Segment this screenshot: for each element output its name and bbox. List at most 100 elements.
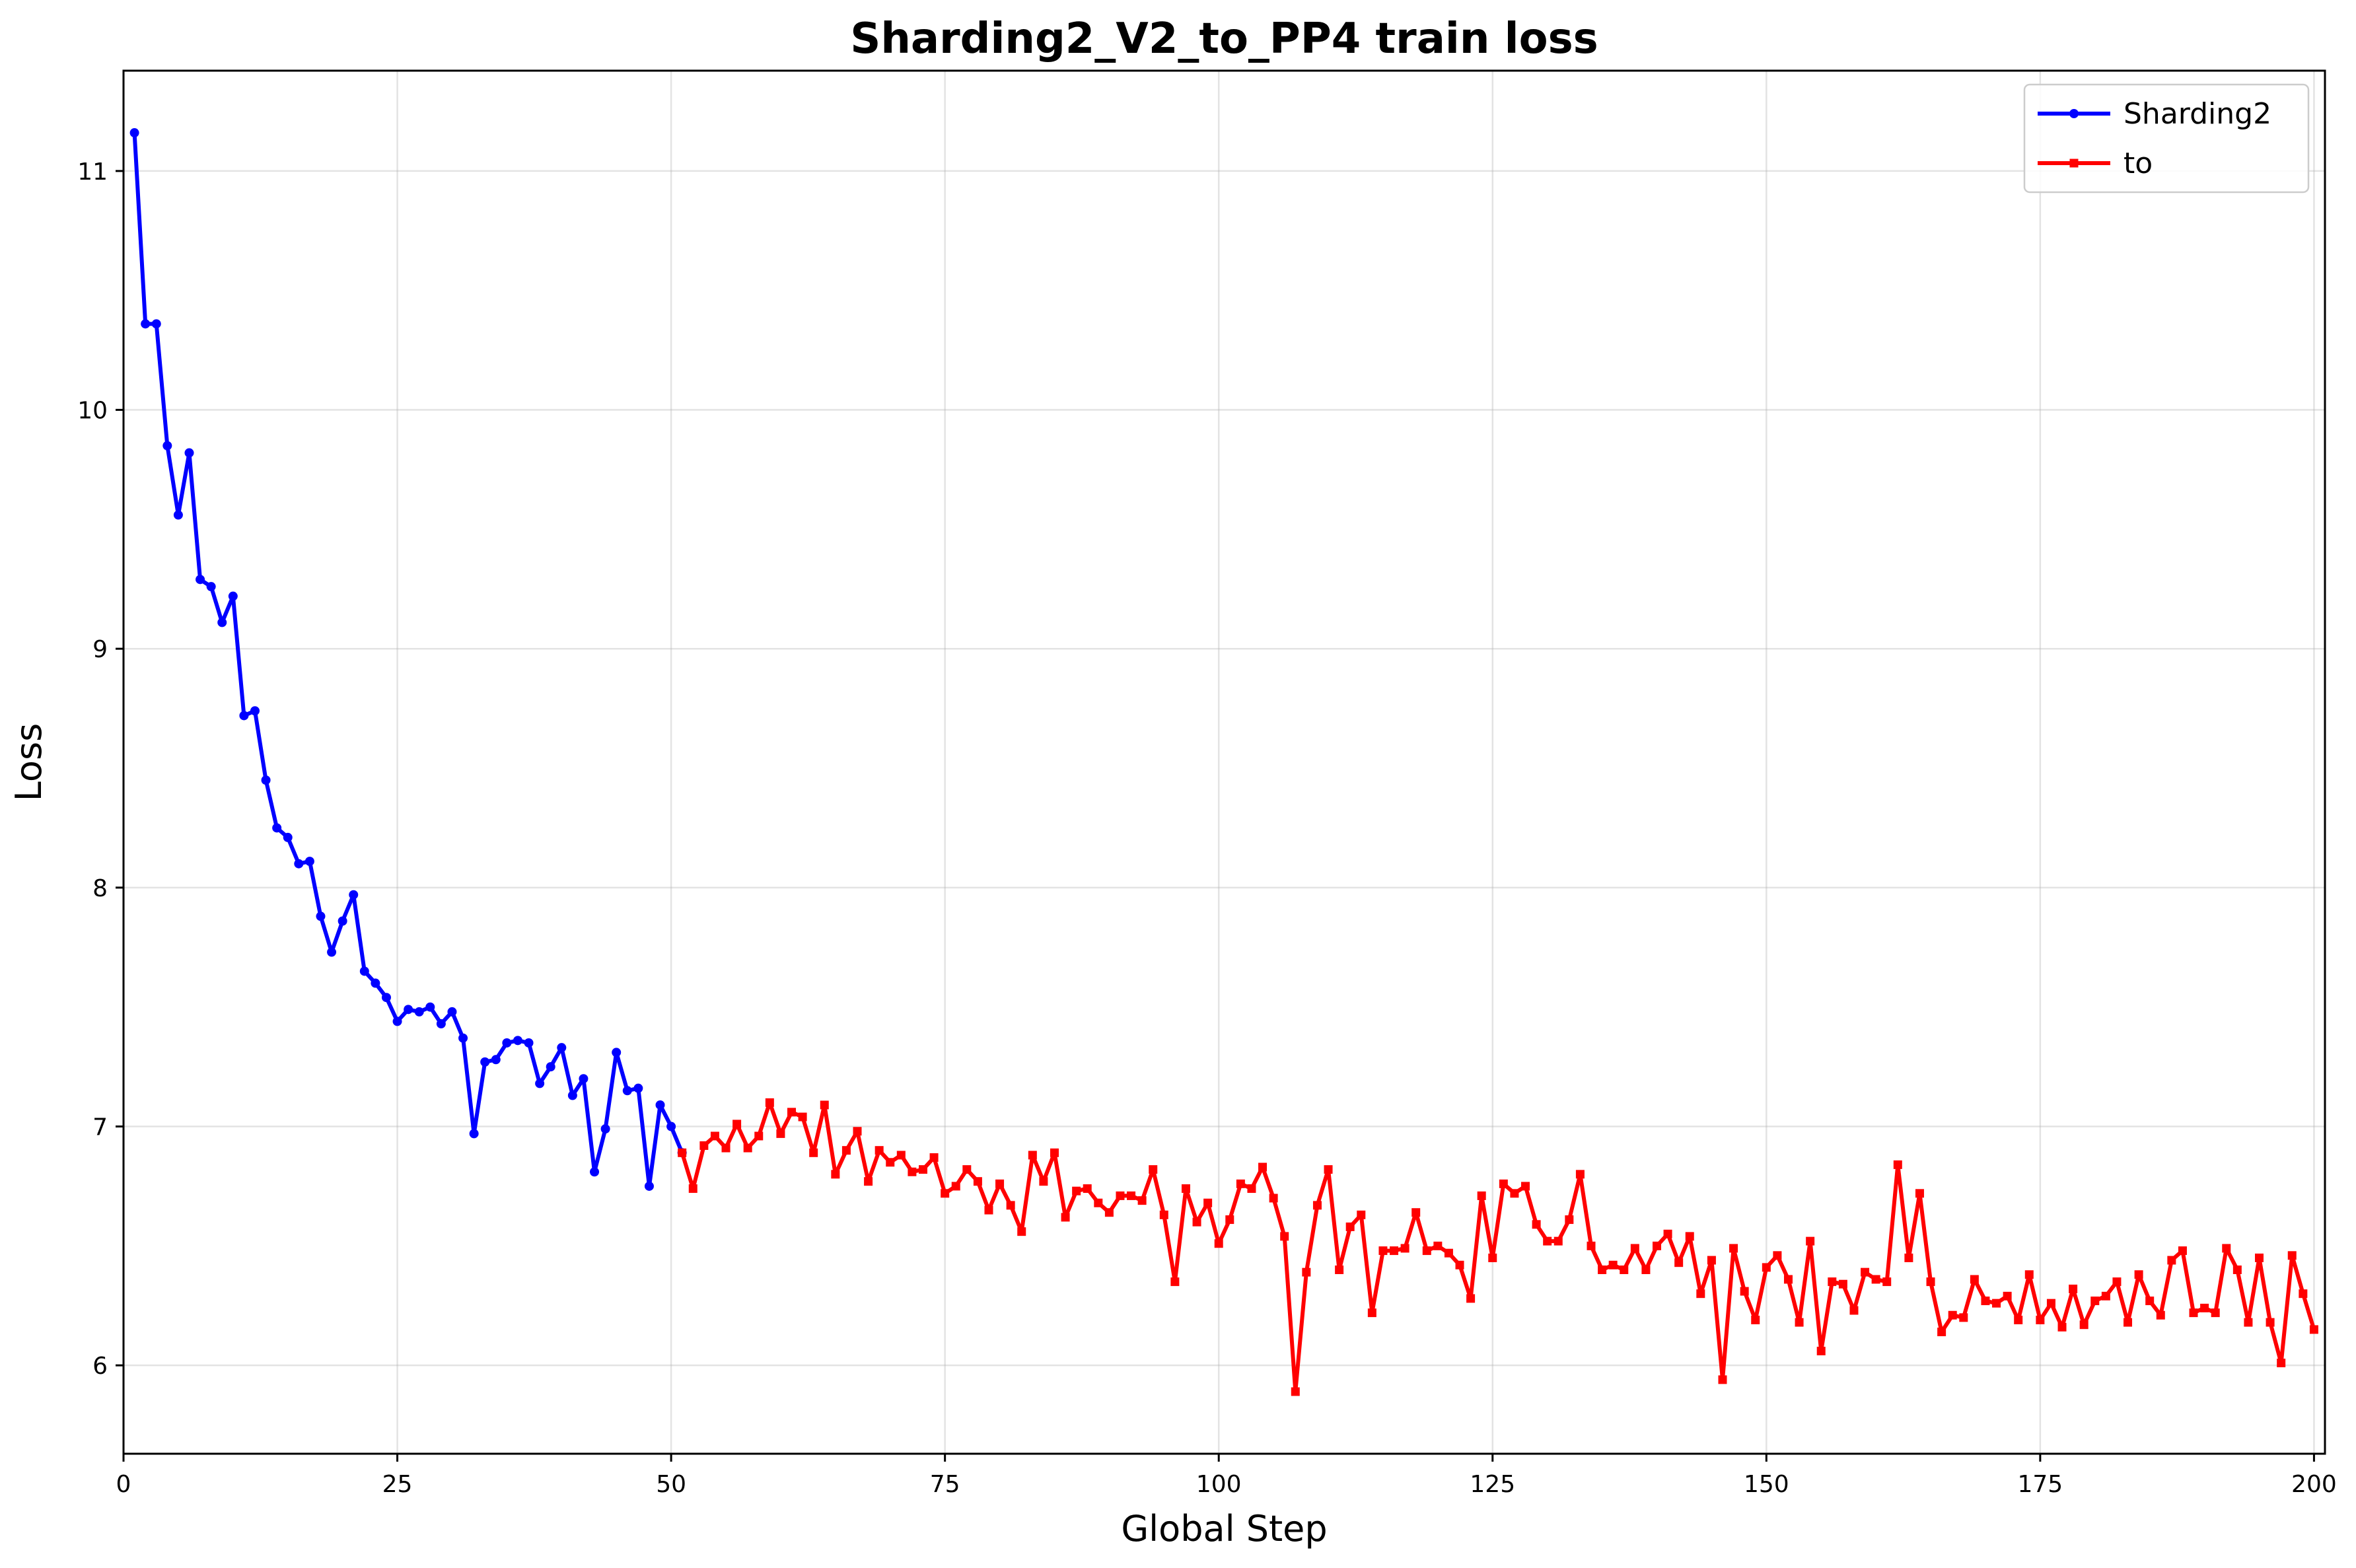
data-point — [655, 1100, 665, 1110]
data-point — [557, 1043, 567, 1053]
data-point — [294, 859, 304, 869]
data-point — [710, 1131, 719, 1141]
data-point — [283, 832, 293, 842]
data-point — [1816, 1346, 1826, 1355]
data-point — [1455, 1260, 1464, 1269]
data-point — [2277, 1359, 2286, 1368]
data-point — [1959, 1313, 1968, 1322]
data-point — [1499, 1179, 1508, 1188]
data-point — [1214, 1239, 1223, 1248]
y-tick-label: 8 — [92, 875, 108, 902]
data-point — [1620, 1265, 1629, 1275]
data-point — [1159, 1210, 1168, 1219]
data-point — [1017, 1227, 1026, 1236]
data-point — [1477, 1191, 1486, 1200]
data-point — [1411, 1208, 1421, 1217]
y-tick-label: 11 — [77, 159, 108, 186]
data-point — [1751, 1315, 1760, 1324]
data-point — [2178, 1246, 2187, 1256]
data-point — [918, 1165, 927, 1174]
data-point — [754, 1131, 764, 1141]
data-point — [1127, 1191, 1136, 1200]
x-tick-label: 50 — [656, 1471, 686, 1498]
data-point — [929, 1153, 939, 1162]
data-point — [2287, 1251, 2297, 1260]
data-point — [2024, 1270, 2034, 1279]
data-point — [261, 775, 271, 785]
data-point — [1707, 1256, 1716, 1265]
data-point — [272, 823, 282, 833]
data-point — [2211, 1308, 2220, 1318]
data-point — [2046, 1299, 2055, 1308]
data-point — [316, 911, 326, 921]
data-point — [1137, 1196, 1147, 1205]
data-point — [338, 916, 347, 926]
data-point — [896, 1151, 906, 1160]
data-point — [1488, 1253, 1497, 1262]
data-point — [743, 1143, 752, 1153]
data-point — [1871, 1275, 1880, 1284]
data-point — [1422, 1246, 1431, 1256]
data-point — [327, 947, 337, 957]
data-point — [502, 1038, 512, 1048]
data-point — [1641, 1265, 1651, 1275]
data-point — [349, 890, 359, 900]
data-point — [2057, 1322, 2067, 1332]
data-point — [2189, 1308, 2198, 1318]
data-point — [1466, 1294, 1476, 1303]
data-point — [1390, 1246, 1399, 1256]
data-point — [304, 857, 314, 867]
data-point — [1543, 1236, 1552, 1246]
data-point — [590, 1167, 600, 1177]
legend: Sharding2 to — [2023, 83, 2310, 194]
data-point — [1247, 1184, 1256, 1194]
data-point — [1970, 1275, 1979, 1284]
data-point — [1061, 1213, 1070, 1222]
data-point — [381, 993, 391, 1003]
data-point — [864, 1177, 873, 1186]
data-point — [404, 1005, 413, 1015]
data-point — [1291, 1387, 1300, 1396]
data-point — [600, 1124, 610, 1134]
legend-marker — [2069, 159, 2079, 168]
data-point — [1236, 1179, 1245, 1188]
data-point — [1521, 1182, 1530, 1191]
data-point — [206, 582, 216, 592]
data-point — [2299, 1289, 2308, 1299]
legend-entry: Sharding2 — [2038, 97, 2271, 131]
data-point — [1838, 1279, 1847, 1289]
data-point — [2090, 1297, 2100, 1306]
data-point — [1674, 1258, 1684, 1267]
data-point — [1225, 1215, 1234, 1225]
data-point — [2003, 1291, 2012, 1301]
data-point — [1444, 1248, 1453, 1258]
data-point — [1685, 1232, 1694, 1241]
data-point — [1072, 1186, 1081, 1195]
data-point — [1345, 1222, 1355, 1231]
data-point — [196, 575, 205, 585]
y-tick-label: 6 — [92, 1353, 108, 1380]
series-sharding2 — [129, 128, 687, 1191]
data-point — [2101, 1291, 2110, 1301]
data-point — [820, 1100, 829, 1110]
data-point — [1598, 1265, 1607, 1275]
data-point — [1630, 1244, 1639, 1253]
data-point — [1992, 1299, 2001, 1308]
data-point — [1553, 1236, 1563, 1246]
data-point — [1258, 1162, 1267, 1172]
data-point — [984, 1205, 993, 1215]
data-point — [1806, 1236, 1815, 1246]
data-point — [2145, 1297, 2155, 1306]
data-point — [1104, 1208, 1114, 1217]
data-point — [1357, 1210, 1366, 1219]
data-point — [1729, 1244, 1738, 1253]
data-point — [392, 1016, 402, 1026]
data-point — [1608, 1260, 1618, 1269]
data-point — [1915, 1189, 1924, 1198]
data-point — [732, 1120, 742, 1129]
data-point — [1828, 1277, 1837, 1287]
plot-frame — [122, 69, 2326, 1455]
data-point — [2014, 1315, 2023, 1324]
